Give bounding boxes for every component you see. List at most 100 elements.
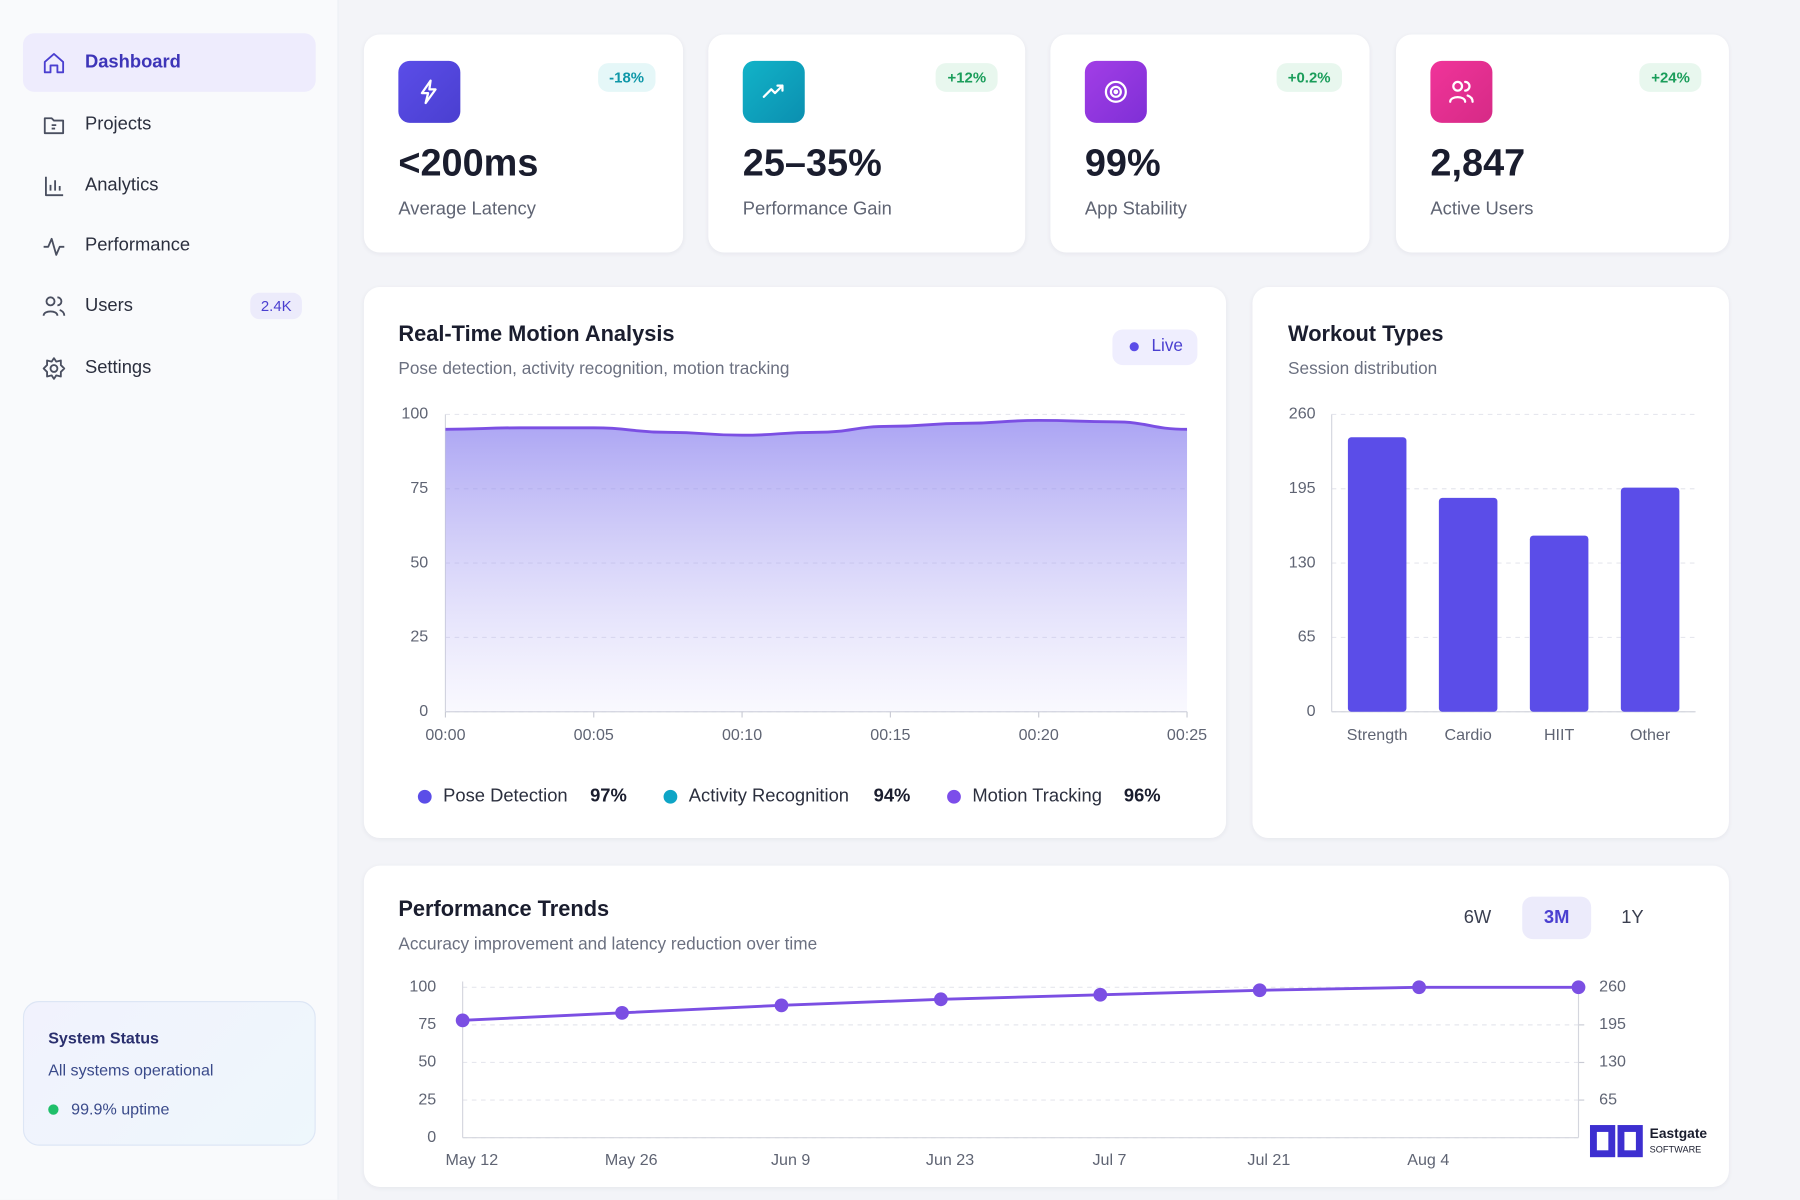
x-tick-label: HIIT [1544,726,1575,744]
icon-path [42,356,66,380]
legend-dot [663,789,678,804]
nav-item[interactable]: Performance [23,216,316,275]
y-tick-label: 260 [1289,405,1316,423]
y-tick-label: 50 [410,553,428,571]
x-tick-label: Jul 7 [1092,1151,1126,1169]
y-tick-label: 130 [1289,553,1316,571]
x-tick-label: 00:20 [1019,726,1059,744]
tab[interactable]: 3M [1544,906,1570,927]
legend-label: Motion Tracking [972,785,1102,806]
tab[interactable]: 1Y [1621,906,1643,927]
nav-icon [45,176,64,196]
y-tick-label: 25 [418,1090,436,1108]
icon-path [45,176,64,196]
icon-path [1104,80,1127,103]
chart-card [363,865,1729,1188]
icon-path [43,237,65,256]
icon [420,79,437,105]
icon-path [420,79,437,105]
status-dot [48,1104,59,1115]
x-tick-label: Aug 4 [1407,1151,1449,1169]
logo-tagline: SOFTWARE [1650,1145,1702,1155]
y-tick-label: 50 [418,1053,436,1071]
nav-item[interactable]: Users 2.4K [23,277,316,336]
live-badge [1112,329,1198,366]
chart-title: Real-Time Motion Analysis [398,321,674,346]
bar [1620,487,1680,712]
area [445,420,1188,712]
y-tick-label: 130 [1599,1053,1626,1071]
x-tick-label: May 26 [605,1151,658,1169]
y-tick-label: 0 [427,1128,436,1146]
y-tick-label: 0 [1307,702,1316,720]
point [774,998,789,1013]
chart-subtitle: Pose detection, activity recognition, mo… [398,358,789,378]
point [455,1013,470,1028]
line [445,418,1188,437]
legend-dot [417,789,432,804]
x-tick-label: Strength [1347,726,1408,744]
stat-card: -18% <200ms Average Latency [363,34,684,253]
nav-badge: 2.4K [250,292,302,320]
y-tick-label: 195 [1289,479,1316,497]
nav-label: Projects [84,114,152,134]
y-tick-label: 25 [410,628,428,646]
status-text: All systems operational [48,1060,214,1080]
legend-value: 97% [590,785,627,806]
x-tick-label: Jun 9 [771,1151,810,1169]
nav-item[interactable]: Analytics [23,156,316,215]
status-title: System Status [48,1028,159,1047]
nav-icon [42,295,66,316]
y-tick-label: 195 [1599,1015,1626,1033]
icon-path [762,84,784,98]
stat-change: -18% [597,63,656,92]
stat-value: 2,847 [1430,141,1526,184]
chart-title: Performance Trends [398,896,609,921]
live-text: Live [1151,335,1183,355]
nav-item[interactable]: Dashboard [22,33,316,92]
point [1252,983,1267,998]
nav-item[interactable]: Settings [23,339,316,398]
y-tick-label: 0 [419,702,428,720]
x-tick-label: May 12 [445,1151,498,1169]
x-tick-label: Cardio [1444,726,1491,744]
x-tick-label: 00:25 [1167,726,1207,744]
chart-subtitle: Session distribution [1288,358,1437,378]
stat-label: App Stability [1084,199,1187,220]
stat-icon [398,60,461,123]
nav-label: Performance [84,234,191,255]
bar [1529,535,1589,712]
x-tick-label: Other [1630,726,1671,744]
y-tick-label: 260 [1599,978,1626,996]
stat-change: +12% [936,63,998,92]
tab[interactable]: 6W [1464,906,1492,927]
x-tick-label: 00:15 [870,726,910,744]
nav-icon [43,52,65,73]
y-tick-label: 65 [1599,1090,1617,1108]
point [615,1005,629,1020]
stat-label: Average Latency [398,199,536,220]
icon [1104,80,1127,103]
legend-value: 96% [1124,785,1161,806]
x-tick-label: 00:10 [722,726,762,744]
x-tick-label: 00:05 [574,726,614,744]
nav-label: Dashboard [84,52,181,72]
point [933,992,948,1007]
tab-active-bg [1522,896,1592,940]
nav-icon [43,237,65,256]
logo: Eastgate SOFTWARE [1589,1125,1707,1158]
y-tick-label: 65 [1298,628,1316,646]
stat-value: 25–35% [742,141,882,184]
system-status: System Status All systems operational 99… [22,1001,316,1146]
bar [1347,437,1407,712]
point [1093,987,1108,1002]
nav-item[interactable]: Projects [23,95,316,154]
nav-label: Analytics [84,175,159,195]
point [1571,980,1586,995]
icon-path [43,52,65,73]
stat-icon [1084,60,1147,123]
stat-label: Performance Gain [742,199,892,220]
line [462,985,1579,1022]
